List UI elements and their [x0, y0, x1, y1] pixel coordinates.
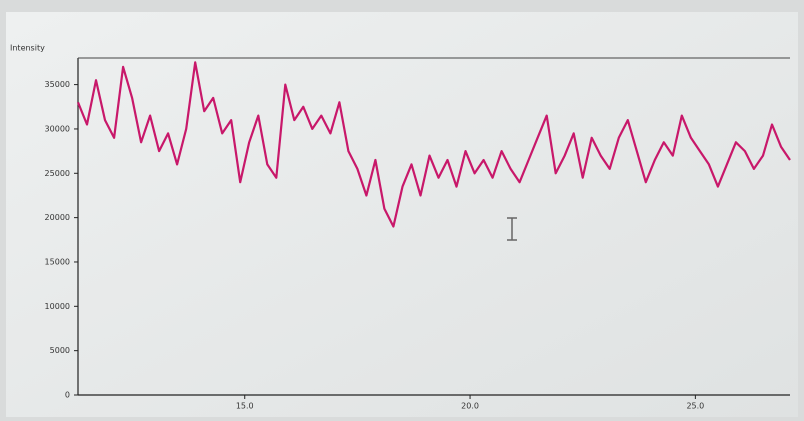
y-tick-label: 20000 — [45, 213, 70, 222]
y-tick-label: 25000 — [45, 169, 70, 178]
y-axis-label: Intensity — [10, 44, 45, 53]
y-tick-label: 5000 — [50, 346, 70, 355]
y-tick-label: 35000 — [45, 80, 70, 89]
page: Intensity 0 5000 10000 15000 20000 25000 30000… — [0, 0, 804, 421]
y-tick-label: 30000 — [45, 124, 70, 133]
y-tick-label: 10000 — [45, 302, 70, 311]
x-tick-label: 20.0 — [461, 402, 479, 411]
y-tick-label: 0 — [65, 391, 70, 400]
x-tick-label: 15.0 — [236, 402, 254, 411]
y-tick-label: 15000 — [45, 257, 70, 266]
chart: Intensity 0 5000 10000 15000 20000 25000 30000… — [0, 0, 804, 421]
x-tick-label: 25.0 — [686, 402, 704, 411]
